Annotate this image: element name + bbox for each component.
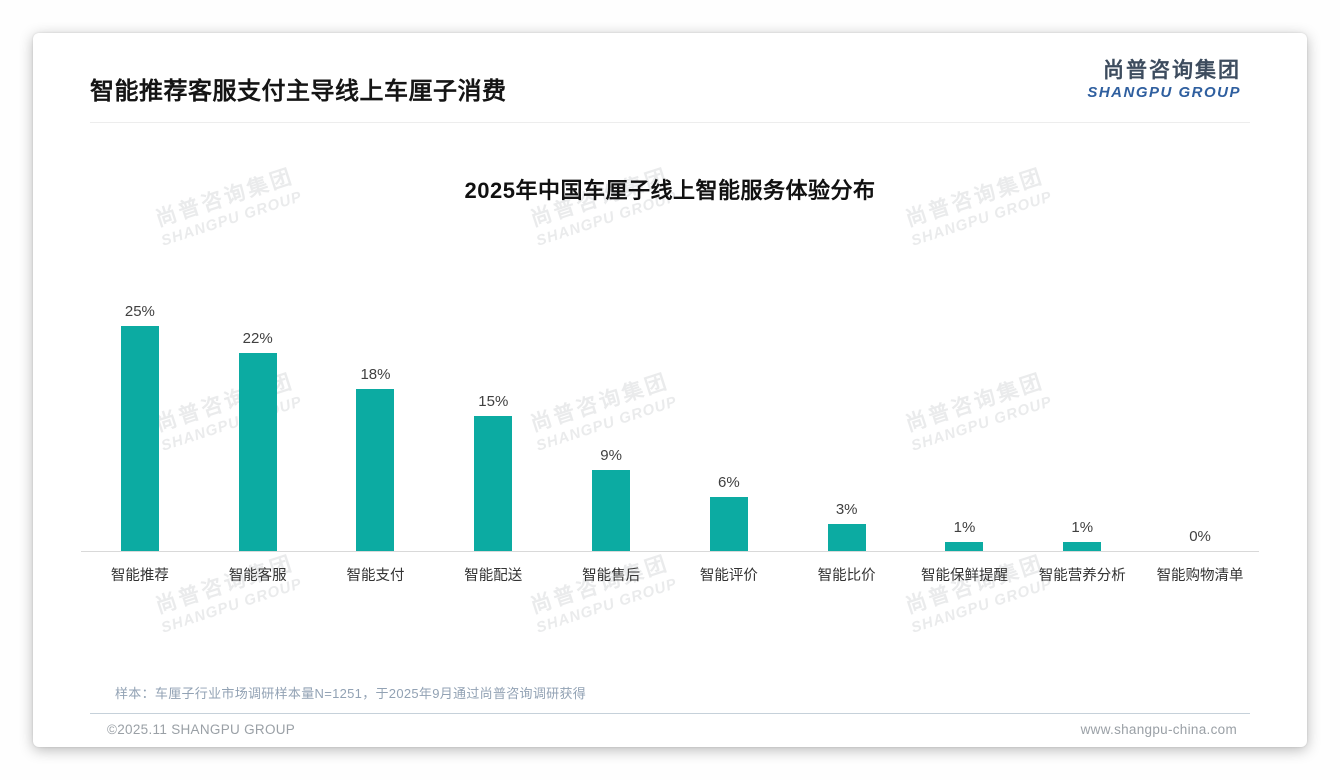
x-axis-line — [81, 551, 1259, 552]
x-axis-labels: 智能推荐 智能客服 智能支付 智能配送 智能售后 智能评价 智能比价 智能保鲜提醒 智能营养分析… — [81, 567, 1259, 585]
bar-column: 1% — [1023, 519, 1141, 551]
bar-value-label: 22% — [242, 330, 273, 347]
bar — [827, 524, 866, 551]
bar-column: 25% — [81, 303, 199, 551]
bar — [945, 542, 984, 551]
logo-text-cn: 尚普咨询集团 — [1103, 59, 1241, 82]
bar-column: 6% — [670, 474, 788, 551]
bar-chart-plot: 25% 22% 18% 15% 9% 6% 3% 1% 1% 0% — [81, 293, 1259, 551]
bar — [238, 353, 277, 551]
website-text: www.shangpu-china.com — [1080, 722, 1237, 737]
bar-value-label: 9% — [600, 447, 622, 464]
watermark-text-cn: 尚普咨询集团 — [152, 551, 297, 619]
logo-text-en: SHANGPU GROUP — [1087, 84, 1241, 101]
bar-column: 18% — [317, 366, 435, 551]
bar — [356, 389, 395, 551]
bar-column: 15% — [434, 393, 552, 551]
category-label: 智能配送 — [464, 568, 523, 584]
watermark: 尚普咨询集团 SHANGPU GROUP — [131, 157, 326, 259]
watermark: 尚普咨询集团 SHANGPU GROUP — [506, 544, 701, 646]
watermark: 尚普咨询集团 SHANGPU GROUP — [131, 544, 326, 646]
category-label: 智能比价 — [817, 568, 876, 584]
category-label: 智能评价 — [699, 568, 758, 584]
bar-value-label: 1% — [953, 519, 976, 536]
bar — [709, 497, 748, 551]
sample-note: 样本：车厘子行业市场调研样本量N=1251，于2025年9月通过尚普咨询调研获得 — [115, 686, 587, 701]
chart-title: 2025年中国车厘子线上智能服务体验分布 — [464, 178, 876, 203]
category-label: 智能购物清单 — [1156, 568, 1244, 584]
header-divider — [90, 122, 1250, 123]
bar-value-label: 15% — [478, 393, 509, 410]
copyright-text: ©2025.11 SHANGPU GROUP — [107, 722, 296, 737]
page-title: 智能推荐客服支付主导线上车厘子消费 — [90, 78, 507, 105]
watermark: 尚普咨询集团 SHANGPU GROUP — [881, 157, 1076, 259]
bar — [592, 470, 631, 551]
company-logo: 尚普咨询集团 SHANGPU GROUP — [1087, 59, 1241, 102]
bar-column: 0% — [1141, 528, 1259, 551]
slide-card: 尚普咨询集团 SHANGPU GROUP 尚普咨询集团 SHANGPU GROUP 尚普… — [33, 33, 1307, 747]
category-label: 智能保鲜提醒 — [920, 568, 1008, 584]
page-footer: ©2025.11 SHANGPU GROUP www.shangpu-china… — [107, 722, 1237, 737]
bar — [1063, 542, 1102, 551]
bar-column: 3% — [788, 501, 906, 551]
category-label: 智能营养分析 — [1038, 568, 1126, 584]
watermark: 尚普咨询集团 SHANGPU GROUP — [881, 544, 1076, 646]
bar — [474, 416, 513, 551]
category-label: 智能客服 — [228, 568, 287, 584]
bar-value-label: 0% — [1189, 528, 1211, 545]
watermark-text-cn: 尚普咨询集团 — [902, 551, 1047, 619]
bar-value-label: 25% — [124, 303, 155, 320]
category-label: 智能售后 — [582, 568, 641, 584]
category-label: 智能支付 — [346, 568, 405, 584]
bar-column: 22% — [199, 330, 317, 551]
bar-column: 9% — [552, 447, 670, 551]
footer-divider — [90, 713, 1250, 714]
bar-column: 1% — [906, 519, 1024, 551]
bar-value-label: 18% — [360, 366, 391, 383]
bar — [120, 326, 159, 551]
bar-value-label: 6% — [718, 474, 740, 491]
category-label: 智能推荐 — [110, 568, 169, 584]
bar-value-label: 3% — [835, 501, 858, 518]
watermark-text-cn: 尚普咨询集团 — [527, 551, 672, 619]
watermark: 尚普咨询集团 SHANGPU GROUP — [506, 157, 701, 259]
bar-value-label: 1% — [1071, 519, 1094, 536]
